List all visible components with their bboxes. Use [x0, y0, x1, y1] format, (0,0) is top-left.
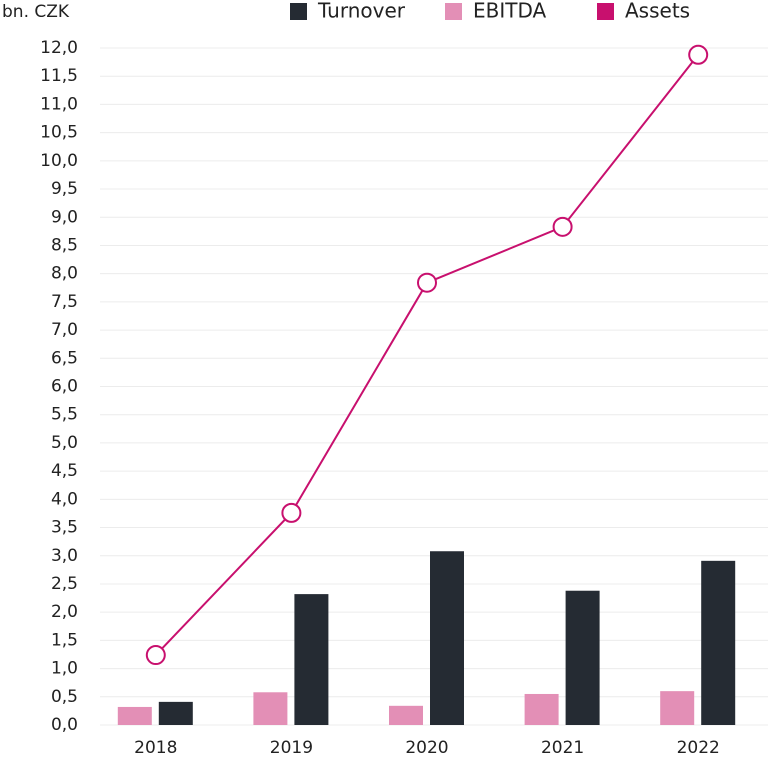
- y-tick-label: 9,5: [51, 179, 78, 199]
- y-axis-label: bn. CZK: [2, 2, 70, 22]
- y-tick-label: 6,5: [51, 348, 78, 368]
- y-tick-label: 12,0: [40, 38, 78, 58]
- y-tick-label: 8,0: [51, 264, 78, 284]
- x-tick-label: 2019: [270, 738, 313, 758]
- line: [155, 54, 699, 656]
- y-tick-label: 8,5: [51, 235, 78, 255]
- bar: [117, 706, 152, 725]
- y-tick-label: 5,0: [51, 433, 78, 453]
- x-tick-label: 2021: [541, 738, 584, 758]
- y-tick-label: 10,0: [40, 151, 78, 171]
- y-tick-label: 7,5: [51, 292, 78, 312]
- bar: [524, 693, 559, 725]
- line-marker: [688, 44, 709, 65]
- x-tick-label: 2022: [677, 738, 720, 758]
- y-tick-label: 9,0: [51, 207, 78, 227]
- bar: [430, 551, 464, 725]
- y-tick-label: 7,0: [51, 320, 78, 340]
- y-tick-label: 0,0: [51, 715, 78, 735]
- legend-swatch: [445, 3, 462, 20]
- x-tick-label: 2018: [134, 738, 177, 758]
- y-tick-label: 3,5: [51, 518, 78, 538]
- y-tick-label: 3,0: [51, 546, 78, 566]
- bar: [660, 691, 695, 725]
- bar: [294, 594, 329, 725]
- bar: [158, 701, 193, 725]
- y-tick-label: 2,0: [51, 602, 78, 622]
- y-tick-label: 0,5: [51, 687, 78, 707]
- bar: [253, 692, 288, 725]
- y-tick-label: 1,0: [51, 659, 78, 679]
- legend-swatch: [290, 3, 307, 20]
- y-tick-label: 5,5: [51, 405, 78, 425]
- line-marker: [145, 645, 166, 666]
- line-marker: [417, 272, 437, 293]
- bar: [701, 560, 736, 725]
- legend-label: Assets: [625, 0, 690, 23]
- y-tick-label: 11,5: [40, 66, 78, 86]
- y-tick-label: 2,5: [51, 574, 78, 594]
- legend-swatch: [597, 3, 614, 20]
- legend-label: Turnover: [317, 0, 406, 23]
- y-tick-label: 11,0: [40, 94, 78, 114]
- legend-label: EBITDA: [473, 0, 547, 23]
- y-tick-label: 10,5: [40, 123, 78, 143]
- line-marker: [552, 216, 573, 237]
- x-tick-label: 2020: [405, 738, 448, 758]
- y-tick-label: 4,0: [51, 489, 78, 509]
- y-tick-label: 6,0: [51, 377, 78, 397]
- bar: [565, 590, 600, 725]
- y-tick-label: 4,5: [51, 461, 78, 481]
- bar: [389, 705, 423, 725]
- line-marker: [281, 502, 302, 523]
- y-tick-label: 1,5: [51, 630, 78, 650]
